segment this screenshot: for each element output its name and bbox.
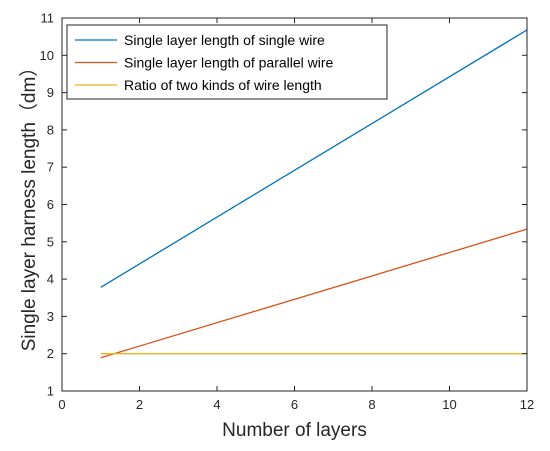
legend: Single layer length of single wire Single… <box>66 24 388 100</box>
y-tick-label: 7 <box>47 160 54 175</box>
x-tick-label: 6 <box>291 397 298 412</box>
x-tick-label: 4 <box>213 397 220 412</box>
x-axis-label: Number of layers <box>222 420 367 441</box>
legend-entry-2: Single layer length of parallel wire <box>124 55 334 71</box>
y-tick-label: 2 <box>47 346 54 361</box>
x-tick-label: 8 <box>368 397 375 412</box>
y-tick-label: 11 <box>41 11 55 26</box>
legend-entry-1: Single layer length of single wire <box>124 32 325 48</box>
legend-box <box>66 24 388 100</box>
x-tick-label: 10 <box>442 397 456 412</box>
y-tick-label: 3 <box>47 309 54 324</box>
y-axis-label: Single layer harness length（dm） <box>18 58 40 352</box>
series-layer <box>100 29 528 359</box>
legend-entry-3: Ratio of two kinds of wire length <box>124 77 322 93</box>
x-tick-label: 2 <box>136 397 143 412</box>
x-tick-label: 0 <box>58 397 65 412</box>
y-tick-label: 1 <box>47 384 54 399</box>
y-tick-label: 4 <box>47 272 54 287</box>
series-line-2 <box>100 228 528 359</box>
y-tick-label: 10 <box>40 48 54 63</box>
y-tick-label: 8 <box>47 122 54 137</box>
y-tick-label: 5 <box>47 234 54 249</box>
series-line-1 <box>100 29 528 288</box>
y-tick-label: 9 <box>47 85 54 100</box>
x-tick-label: 12 <box>520 397 534 412</box>
y-tick-label: 6 <box>47 197 54 212</box>
